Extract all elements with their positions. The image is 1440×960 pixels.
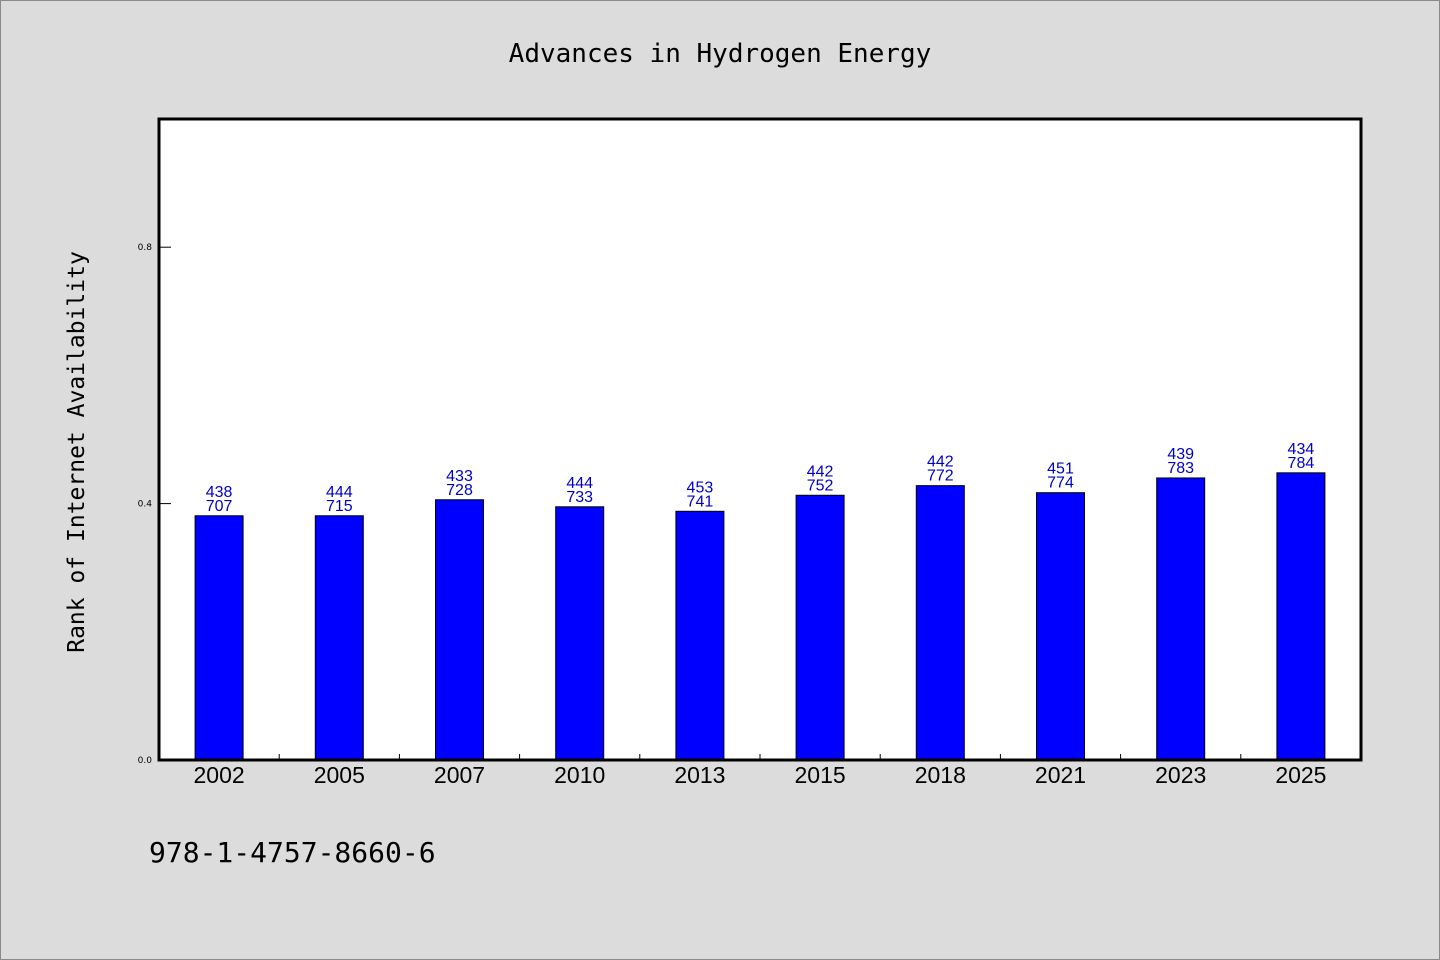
- bar-data-label-bottom: 728: [446, 482, 473, 499]
- y-axis-label: Rank of Internet Availability: [64, 251, 90, 653]
- bar: [675, 510, 725, 761]
- bar-data-label-top: 444: [566, 475, 593, 492]
- chart-title: Advances in Hydrogen Energy: [509, 39, 932, 69]
- x-tick-label: 2023: [1155, 762, 1206, 788]
- bar-data-label-top: 439: [1167, 446, 1194, 463]
- bar-data-label-bottom: 733: [566, 489, 593, 506]
- bar-data-label-top: 434: [1288, 441, 1315, 458]
- bar-data-label-top: 438: [206, 484, 233, 501]
- bar-data-label-bottom: 741: [687, 493, 714, 510]
- x-tick-label: 2025: [1275, 762, 1326, 788]
- bar-data-label-top: 442: [807, 463, 834, 480]
- bar-data-label-top: 444: [326, 484, 353, 501]
- x-tick-label: 2018: [915, 762, 966, 788]
- plot-border: [157, 117, 1363, 762]
- bar-data-label-top: 451: [1047, 461, 1074, 478]
- y-tick-label: 0.4: [138, 500, 153, 510]
- bar: [435, 499, 484, 761]
- x-tick-label: 2015: [795, 762, 846, 788]
- x-tick-label: 2005: [314, 762, 365, 788]
- bar: [1156, 477, 1206, 761]
- bar: [795, 494, 845, 761]
- bar: [915, 485, 965, 761]
- bar: [314, 515, 364, 761]
- bar-data-label-bottom: 707: [206, 498, 233, 515]
- x-tick-label: 2013: [674, 762, 725, 788]
- x-tick-label: 2002: [194, 762, 245, 788]
- bar: [1276, 472, 1326, 761]
- bar-data-label-bottom: 715: [326, 498, 353, 515]
- bar: [555, 506, 605, 761]
- x-tick-label: 2007: [434, 762, 485, 788]
- bar-data-label-bottom: 774: [1047, 475, 1074, 492]
- bar-data-label-top: 433: [446, 468, 473, 485]
- isbn-label: 978-1-4757-8660-6: [149, 836, 436, 869]
- bar-data-label-bottom: 783: [1167, 460, 1194, 477]
- bar-data-label-bottom: 784: [1288, 455, 1315, 472]
- y-tick-label: 0.0: [138, 756, 153, 766]
- chart-marks: 0.00.40.84387072002444715200543372820074…: [138, 243, 1327, 788]
- x-tick-label: 2010: [554, 762, 605, 788]
- bar-data-label-top: 442: [927, 454, 954, 471]
- bar: [1036, 492, 1085, 761]
- y-tick-label: 0.8: [138, 243, 153, 253]
- bar-data-label-top: 453: [687, 479, 714, 496]
- bar: [194, 515, 244, 761]
- x-tick-label: 2021: [1035, 762, 1086, 788]
- bar-data-label-bottom: 772: [927, 468, 954, 485]
- bar-data-label-bottom: 752: [807, 477, 834, 494]
